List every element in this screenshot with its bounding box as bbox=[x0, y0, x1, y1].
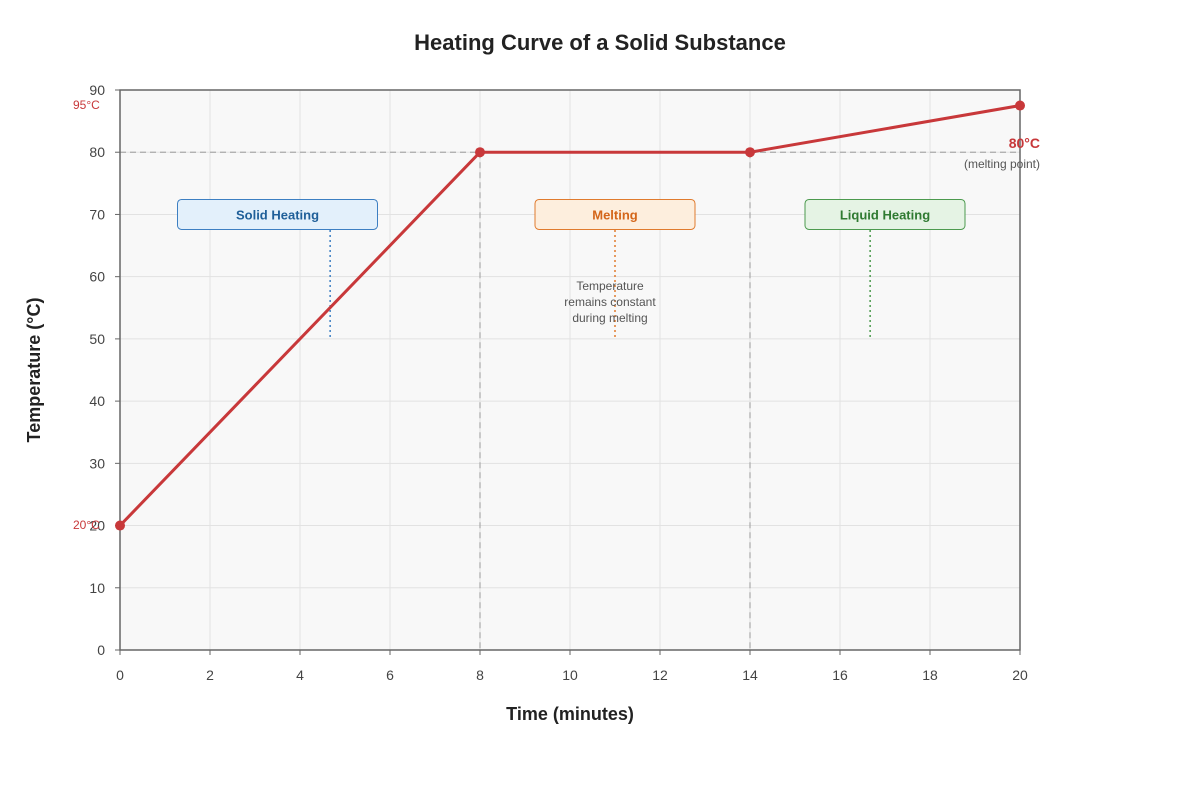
phase-label-text: Solid Heating bbox=[236, 207, 319, 222]
y-tick-labels: 0 10 20 30 40 50 60 70 80 90 bbox=[89, 82, 105, 658]
melting-description-line-1: Temperature bbox=[576, 279, 644, 293]
y-tick-label: 60 bbox=[89, 269, 105, 285]
phase-label-text: Liquid Heating bbox=[840, 207, 930, 222]
y-tick-label: 80 bbox=[89, 144, 105, 160]
x-tick-label: 0 bbox=[116, 667, 124, 683]
x-tick-label: 8 bbox=[476, 667, 484, 683]
phase-labels: Solid Heating Melting Liquid Heating bbox=[177, 198, 966, 230]
data-point bbox=[115, 520, 125, 531]
x-tick-label: 10 bbox=[562, 667, 578, 683]
series-group bbox=[115, 100, 1025, 531]
phase-label-box bbox=[804, 198, 966, 230]
start-temp-label: 20°C bbox=[73, 518, 100, 532]
x-tick-label: 4 bbox=[296, 667, 304, 683]
end-temp-label: 95°C bbox=[73, 98, 100, 112]
y-tick-label: 0 bbox=[97, 642, 105, 658]
melting-description-line-3: during melting bbox=[572, 311, 647, 325]
y-tick-label: 20 bbox=[89, 518, 105, 534]
y-tick-label: 30 bbox=[89, 455, 105, 471]
x-tick-label: 18 bbox=[922, 667, 938, 683]
x-tick-label: 14 bbox=[742, 667, 758, 683]
x-tick-label: 16 bbox=[832, 667, 848, 683]
melting-description-line-2: remains constant bbox=[564, 295, 656, 309]
chart-title: Heating Curve of a Solid Substance bbox=[414, 30, 786, 55]
x-tick-label: 12 bbox=[652, 667, 668, 683]
phase-label-text: Melting bbox=[592, 207, 638, 222]
y-tick-label: 40 bbox=[89, 393, 105, 409]
melting-temp-label: 80°C bbox=[1009, 135, 1040, 151]
x-tick-label: 6 bbox=[386, 667, 394, 683]
x-tick-label: 20 bbox=[1012, 667, 1028, 683]
annotations: 20°C 95°C 80°C (melting point) Temperatu… bbox=[73, 98, 1040, 532]
phase-label-box bbox=[534, 198, 696, 230]
y-axis-title: Temperature (°C) bbox=[24, 298, 44, 443]
y-tick-label: 90 bbox=[89, 82, 105, 98]
data-point bbox=[475, 147, 485, 158]
data-point bbox=[745, 147, 755, 158]
phase-pointers bbox=[329, 230, 871, 339]
y-tick-label: 70 bbox=[89, 206, 105, 222]
y-tick-label: 50 bbox=[89, 331, 105, 347]
phase-label-box bbox=[177, 198, 378, 230]
y-tick-label: 10 bbox=[89, 580, 105, 596]
series-line bbox=[118, 104, 1022, 528]
axes bbox=[115, 89, 1021, 655]
melting-point-note: (melting point) bbox=[964, 157, 1040, 171]
data-point bbox=[1015, 100, 1025, 111]
x-axis-title: Time (minutes) bbox=[506, 704, 634, 724]
x-tick-label: 2 bbox=[206, 667, 214, 683]
x-tick-labels: 0 2 4 6 8 10 12 14 16 18 20 bbox=[116, 667, 1028, 683]
